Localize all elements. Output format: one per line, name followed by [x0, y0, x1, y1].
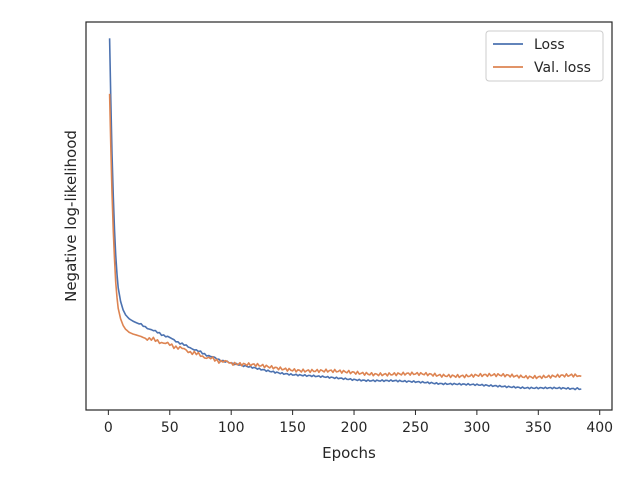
x-tick-label-350: 350	[525, 420, 552, 436]
plot-frame	[85, 21, 613, 411]
x-tick-label-50: 50	[161, 420, 179, 436]
x-tick-label-150: 150	[279, 420, 306, 436]
x-tick-label-0: 0	[104, 420, 113, 436]
x-tick-label-300: 300	[464, 420, 491, 436]
x-axis-label: Epochs	[322, 444, 376, 462]
x-tick-label-100: 100	[218, 420, 245, 436]
legend: Loss Val. loss	[485, 30, 604, 82]
series-line-val-loss	[108, 93, 582, 380]
x-ticks: 0 50 100 150 200 250 300 350 400	[104, 410, 613, 436]
series-layer	[108, 38, 582, 391]
y-axis-label: Negative log-likelihood	[62, 130, 80, 302]
legend-label-val-loss: Val. loss	[534, 60, 591, 76]
series-line-loss	[108, 38, 582, 391]
x-tick-label-200: 200	[341, 420, 368, 436]
x-tick-label-400: 400	[586, 420, 613, 436]
legend-label-loss: Loss	[534, 37, 565, 53]
x-tick-label-250: 250	[402, 420, 429, 436]
